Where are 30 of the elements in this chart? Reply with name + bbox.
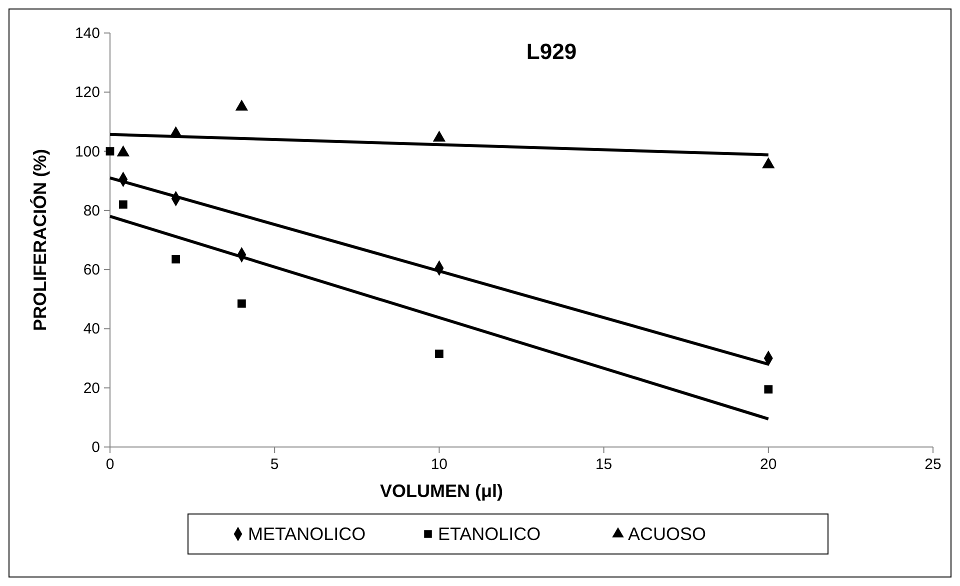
y-tick-label: 140 xyxy=(74,25,100,42)
point xyxy=(116,145,130,156)
y-tick-label: 20 xyxy=(83,380,100,397)
x-tick-label: 0 xyxy=(106,456,114,473)
x-tick-label: 5 xyxy=(270,456,279,473)
y-tick-label: 120 xyxy=(74,84,100,102)
y-tick-label: 60 xyxy=(83,262,100,279)
y-tick-label: 40 xyxy=(83,320,100,338)
x-axis-title: VOLUMEN (μl) xyxy=(380,481,504,501)
y-tick-label: 100 xyxy=(74,143,100,160)
point xyxy=(435,350,444,358)
point xyxy=(764,385,773,394)
point xyxy=(762,157,775,168)
x-tick-label: 10 xyxy=(430,456,448,473)
x-tick-label: 20 xyxy=(760,456,777,473)
legend-label: ACUOSO xyxy=(628,524,706,544)
point xyxy=(237,299,246,308)
point xyxy=(235,100,248,111)
x-tick-label: 25 xyxy=(924,456,942,473)
point xyxy=(106,147,114,156)
point xyxy=(172,255,180,264)
chart-title: L929 xyxy=(526,39,577,64)
y-tick-label: 0 xyxy=(92,439,100,456)
legend-label: METANOLICO xyxy=(248,524,366,544)
y-axis-title: PROLIFERACIÓN (%) xyxy=(30,149,50,331)
point xyxy=(432,130,446,142)
x-tick-label: 15 xyxy=(595,456,612,473)
y-tick-label: 80 xyxy=(83,202,100,220)
legend-label: ETANOLICO xyxy=(438,524,541,544)
point xyxy=(118,200,128,209)
